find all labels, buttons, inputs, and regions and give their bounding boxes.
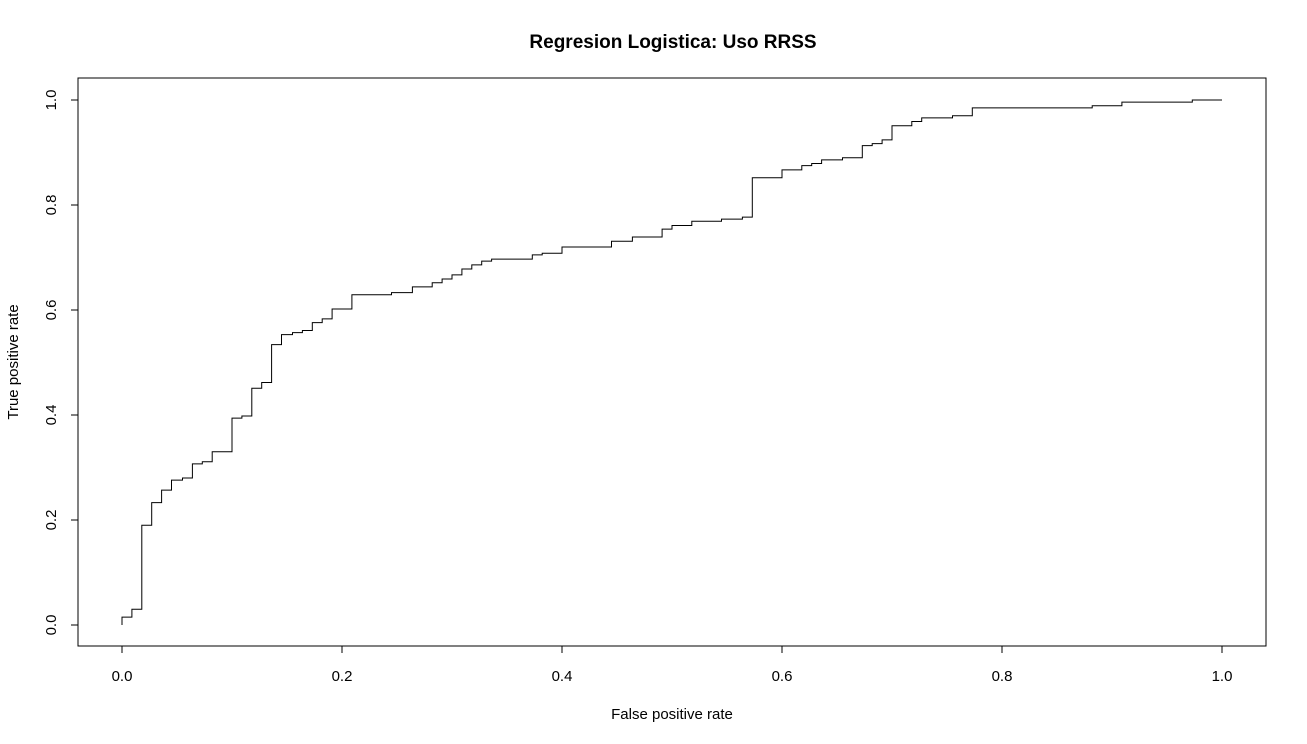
x-tick-label: 1.0 — [1212, 668, 1233, 685]
y-tick-label: 0.8 — [43, 195, 60, 216]
y-tick-label: 1.0 — [43, 90, 60, 111]
y-tick-label: 0.4 — [43, 405, 60, 426]
y-axis: 0.0 0.2 0.4 0.6 0.8 1.0 — [43, 90, 79, 636]
y-axis-label: True positive rate — [5, 304, 22, 419]
x-tick-label: 0.6 — [772, 668, 793, 685]
y-tick-label: 0.2 — [43, 510, 60, 531]
y-tick-label: 0.0 — [43, 615, 60, 636]
plot-frame — [77, 77, 1267, 647]
x-tick-label: 0.2 — [332, 668, 353, 685]
chart-title: Regresion Logistica: Uso RRSS — [529, 32, 816, 53]
x-tick-label: 0.0 — [112, 668, 133, 685]
x-tick-label: 0.8 — [992, 668, 1013, 685]
x-tick-label: 0.4 — [552, 668, 573, 685]
roc-curve-line — [121, 99, 1222, 625]
y-tick-label: 0.6 — [43, 300, 60, 321]
x-axis: 0.0 0.2 0.4 0.6 0.8 1.0 — [112, 645, 1233, 685]
x-axis-label: False positive rate — [611, 706, 733, 723]
